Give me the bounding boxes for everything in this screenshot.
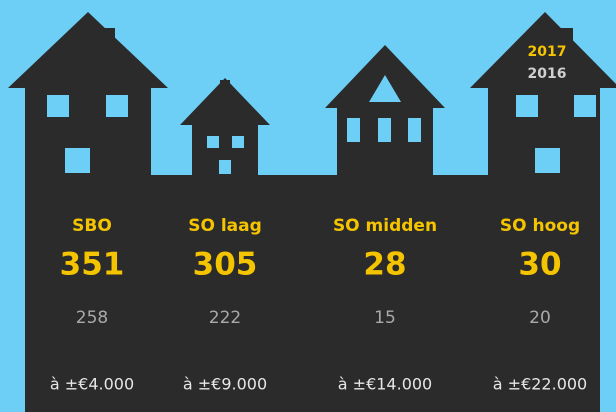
roof — [470, 12, 616, 88]
value-2016: 222 — [209, 308, 241, 328]
window — [369, 75, 401, 102]
value-2017: 28 — [363, 247, 406, 283]
legend-previous: 2016 — [528, 66, 567, 82]
column-label: SO laag — [188, 216, 262, 236]
roof — [180, 78, 270, 125]
window — [574, 95, 596, 117]
windows — [47, 75, 596, 174]
price: à ±€4.000 — [50, 375, 134, 394]
house-body — [337, 105, 433, 185]
column-label: SBO — [72, 216, 112, 236]
window — [347, 118, 360, 142]
value-2017: 30 — [518, 247, 561, 283]
base — [25, 175, 600, 412]
window — [219, 160, 231, 174]
column-label: SO midden — [333, 216, 437, 236]
window — [232, 136, 244, 148]
value-2016: 258 — [76, 308, 108, 328]
legend-current: 2017 — [528, 44, 567, 60]
value-2017: 351 — [60, 247, 125, 283]
value-2016: 15 — [374, 308, 396, 328]
price: à ±€22.000 — [493, 375, 587, 394]
window — [535, 148, 560, 173]
value-2017: 305 — [193, 247, 258, 283]
price: à ±€9.000 — [183, 375, 267, 394]
window — [408, 118, 421, 142]
window — [47, 95, 69, 117]
value-2016: 20 — [529, 308, 551, 328]
window — [378, 118, 391, 142]
window — [65, 148, 90, 173]
column-label: SO hoog — [500, 216, 580, 236]
price: à ±€14.000 — [338, 375, 432, 394]
window — [516, 95, 538, 117]
window — [207, 136, 219, 148]
roof — [8, 12, 168, 88]
window — [106, 95, 128, 117]
